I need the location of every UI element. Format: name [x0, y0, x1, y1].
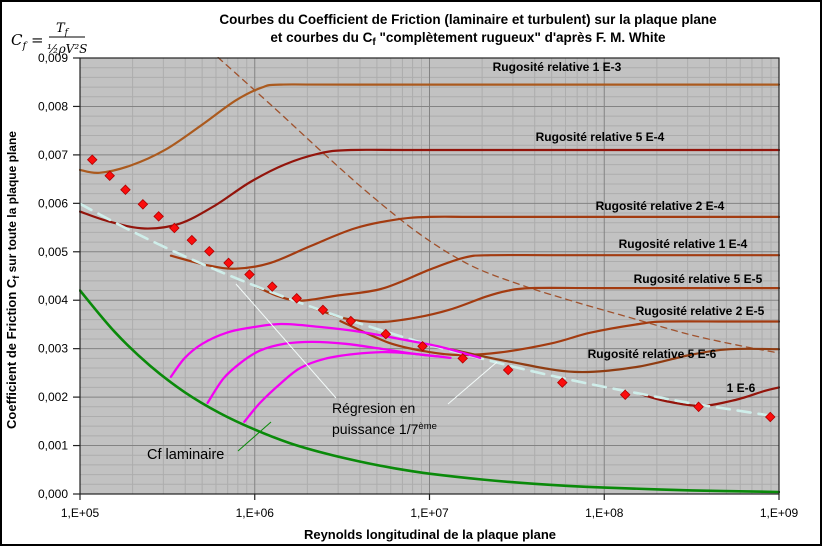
formula-T-subscript: f [64, 28, 70, 38]
diamond-marker [417, 340, 428, 352]
y-tick-labels: 0,000 0,001 0,002 0,003 0,004 0,005 0,006 0,007… [38, 51, 68, 501]
curve-label-rugosite-2e-5: Rugosité relative 2 E-5 [636, 304, 765, 318]
formula-equals: = [26, 31, 43, 49]
curve-label-rugosite-1e-3: Rugosité relative 1 E-3 [493, 60, 622, 74]
diamond-marker [345, 315, 357, 327]
curve-label-regression-line2: puissance 1/7ème [332, 421, 437, 437]
title2-pre: et courbes du C [270, 30, 372, 45]
x-tick-label: 1,E+06 [236, 506, 275, 520]
series-rugosite-relative-5e-5 [309, 286, 780, 324]
formula-numerator: Tf [56, 21, 70, 38]
y-tick-label: 0,007 [38, 148, 68, 162]
curve-label-rugosite-5e-6: Rugosité relative 5 E-6 [588, 347, 717, 361]
gridlines [79, 57, 780, 495]
curve-label-rugosite-2e-4: Rugosité relative 2 E-4 [596, 199, 725, 213]
y-tick-label: 0,005 [38, 245, 68, 259]
diamond-marker [557, 377, 568, 388]
diamond-marker [169, 222, 180, 234]
series-layer [79, 57, 780, 494]
series-rugosite-relative-5e-4 [79, 148, 780, 230]
regression-leader-line-right [447, 361, 498, 405]
title2-post: "complètement rugueux" d'après F. M. Whi… [376, 30, 666, 45]
diamond-marker [104, 170, 115, 181]
x-tick-label: 1,E+07 [410, 506, 449, 520]
series-rugosite-relative-1e-3 [79, 83, 780, 174]
diamond-marker [457, 353, 468, 364]
y-tick-label: 0,000 [38, 487, 68, 501]
diamond-marker [619, 389, 631, 400]
formula-denominator: ½ρV²S [47, 42, 87, 56]
formula-T: T [56, 21, 66, 36]
y-title-subscript: f [11, 275, 21, 279]
diamond-marker [693, 401, 704, 413]
title2-subscript: f [372, 37, 376, 48]
y-title-post: sur toute la plaque plane [5, 131, 19, 276]
x-axis-title: Reynolds longitudinal de la plaque plane [304, 527, 556, 542]
curve-label-rugosite-1e-6: 1 E-6 [727, 381, 756, 395]
curve-label-cf-laminaire: Cf laminaire [147, 447, 224, 463]
diamond-marker [86, 154, 98, 165]
y-tick-label: 0,008 [38, 99, 68, 113]
curve-label-rugosite-1e-4: Rugosité relative 1 E-4 [619, 237, 748, 251]
diamond-marker [266, 281, 278, 292]
y-tick-label: 0,001 [38, 439, 68, 453]
diamond-marker [502, 364, 514, 376]
diamond-marker [764, 411, 776, 423]
diamond-marker [317, 304, 329, 316]
diamond-marker [120, 184, 131, 196]
series-rugosite-relative-2e-5 [339, 320, 780, 357]
diamond-marker [153, 211, 164, 222]
x-tick-label: 1,E+05 [61, 506, 100, 520]
x-tick-labels: 1,E+05 1,E+06 1,E+07 1,E+08 1,E+09 [61, 506, 799, 520]
regression-superscript: ème [418, 421, 436, 432]
y-title-pre: Coefficient de Friction C [4, 278, 19, 429]
cf-laminaire-leader-line [237, 421, 272, 452]
axis-ticks [73, 57, 780, 500]
series-rugosite-relative-5e-6 [449, 347, 780, 374]
y-tick-label: 0,002 [38, 390, 68, 404]
diamond-marker [380, 328, 392, 340]
y-tick-label: 0,006 [38, 196, 68, 210]
regression-line2-text: puissance 1/7 [332, 421, 419, 437]
series-cf-laminaire [79, 289, 780, 494]
x-tick-label: 1,E+08 [585, 506, 624, 520]
diamond-marker [291, 293, 302, 304]
diamond-marker [204, 246, 215, 257]
series-transition-laminaire-turbulent-3 [243, 350, 452, 423]
series-transition-laminaire-turbulent-1 [169, 322, 482, 378]
diamond-marker [244, 269, 255, 280]
chart-title-line1: Courbes du Coefficient de Friction (lami… [219, 12, 717, 27]
friction-formula: Cf = Tf ½ρV²S [11, 21, 87, 56]
plot-border [79, 57, 780, 495]
y-axis-title: Coefficient de Friction Cf sur toute la … [4, 131, 21, 429]
series-cf-turbulent-white-points [86, 154, 776, 423]
series-rugosite-relative-2e-4 [169, 215, 780, 270]
y-tick-label: 0,003 [38, 342, 68, 356]
curve-label-rugosite-5e-5: Rugosité relative 5 E-5 [634, 272, 763, 286]
y-tick-label: 0,009 [38, 51, 68, 65]
chart-frame [0, 0, 822, 546]
formula-C: C [11, 31, 23, 49]
curve-label-rugosite-5e-4: Rugosité relative 5 E-4 [536, 130, 665, 144]
series-rugosite-relative-1e-6 [638, 386, 780, 407]
curve-label-regression-line1: Régresion en [332, 400, 415, 416]
formula-C-subscript: f [21, 41, 28, 52]
diamond-marker [223, 257, 234, 269]
regression-leader-line-left [235, 283, 337, 399]
formula-lhs: Cf = [11, 31, 44, 52]
chart-title-line2: et courbes du Cf "complètement rugueux" … [270, 30, 666, 48]
x-tick-label: 1,E+09 [760, 506, 799, 520]
y-tick-label: 0,004 [38, 293, 68, 307]
series-transition-onset-boundary [217, 57, 780, 354]
diamond-marker [186, 234, 198, 246]
diamond-marker [137, 199, 149, 210]
